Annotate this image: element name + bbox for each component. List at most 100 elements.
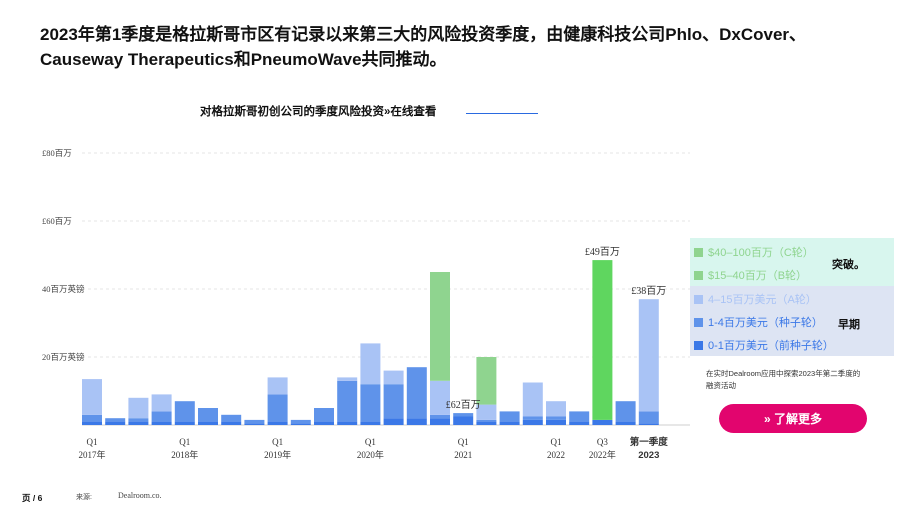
bar-segment-seed	[360, 384, 381, 422]
bar-segment-pre_seed	[151, 421, 172, 425]
bar-segment-seed	[430, 414, 450, 419]
bar-segment-seed	[105, 418, 126, 422]
bar-segment-seed	[151, 411, 172, 422]
x-tick-label-bottom: 2020年	[357, 449, 384, 460]
legend-label: $15–40百万（B轮）	[708, 270, 808, 282]
x-tick-label-bottom: 2022	[547, 450, 565, 460]
bar-segment-seed	[244, 419, 265, 424]
bar-segment-series_a	[151, 394, 172, 412]
funding-bar-chart: 20百万英镑 40百万英镑 £60百万 £80百万 £62百万 £49百万 £38百万 Q1 2…	[42, 148, 690, 461]
bar-segment-series_a	[337, 377, 358, 381]
bar-segment-pre_seed	[244, 423, 265, 425]
legend-item: 4–15百万美元（A轮）	[694, 291, 817, 307]
bar-segment-seed	[174, 401, 195, 422]
legend-item: $15–40百万（B轮）	[694, 267, 807, 283]
bar-segment-pre_seed	[337, 421, 358, 425]
legend: $40–100百万（C轮） $15–40百万（B轮） 4–15百万美元（A轮） 1-4…	[690, 238, 894, 356]
bar-segment-seed	[569, 411, 590, 422]
x-tick-label-bottom: 2018年	[171, 449, 198, 460]
legend-group-early: 早期	[838, 319, 860, 331]
bar-segment-pre_seed	[267, 421, 288, 425]
bar-segment-seed	[383, 384, 404, 419]
y-tick-label: 40百万英镑	[42, 284, 85, 294]
legend-late-stage-band	[690, 238, 894, 286]
bar-segment-seed	[453, 413, 474, 417]
legend-group-late: 突破。	[832, 259, 865, 271]
legend-item: 0-1百万美元（前种子轮）	[694, 337, 834, 353]
x-tick-label-top: Q3	[597, 437, 608, 447]
bar-segment-series_a	[546, 401, 566, 417]
bar-segment-series_a	[128, 397, 149, 419]
bar-segment-pre_seed	[383, 418, 404, 425]
headline: 2023年第1季度是格拉斯哥市区有记录以来第三大的风险投资季度，由健康科技公司P…	[40, 25, 807, 69]
x-tick-label-bottom: 2022年	[589, 449, 616, 460]
legend-swatch	[694, 294, 703, 304]
legend-swatch	[694, 317, 703, 327]
bar-segment-pre_seed	[499, 421, 520, 425]
bar-segment-pre_seed	[430, 418, 450, 425]
bar-segment-pre_seed	[592, 419, 613, 425]
bar-total-label: £38百万	[631, 285, 666, 297]
bar-segment-seed	[82, 414, 102, 422]
x-tick-label-top: 第一季度	[630, 436, 669, 448]
bar-segment-pre_seed	[174, 421, 195, 425]
bar-segment-series_b	[476, 357, 497, 405]
bar-segment-seed	[198, 408, 218, 422]
bar-segment-pre_seed	[105, 421, 126, 425]
bar-segment-seed	[615, 401, 636, 422]
bar-segment-seed	[476, 419, 497, 422]
x-tick-label-top: Q1	[365, 437, 376, 447]
bar-segment-seed	[522, 416, 543, 420]
bar-segment-pre_seed	[522, 419, 543, 425]
bar-segment-seed	[314, 408, 334, 422]
x-tick-label-top: Q1	[551, 437, 562, 447]
legend-label: 1-4百万美元（种子轮）	[708, 317, 823, 329]
bar-segment-pre_seed	[314, 421, 334, 425]
legend-swatch	[694, 247, 703, 257]
x-tick-label-bottom: 2019年	[264, 449, 291, 460]
legend-label: 0-1百万美元（前种子轮）	[708, 340, 834, 352]
bar-segment-pre_seed	[406, 418, 427, 425]
learn-more-button[interactable]: » 了解更多	[719, 404, 867, 433]
chart-subtitle-link[interactable]: 对格拉斯哥初创公司的季度风险投资»在线查看	[200, 106, 437, 118]
bar-segment-series_c	[592, 260, 613, 420]
y-tick-label: £60百万	[42, 216, 72, 226]
bar-segment-pre_seed	[453, 416, 474, 425]
legend-item: $40–100百万（C轮）	[694, 244, 814, 260]
bar-segment-pre_seed	[360, 421, 381, 425]
legend-swatch	[694, 270, 703, 280]
bar-total-label: £49百万	[585, 246, 620, 258]
x-tick-label-top: Q1	[458, 437, 469, 447]
x-tick-label-top: Q1	[87, 437, 98, 447]
bar-segment-seed	[128, 418, 149, 422]
legend-early-stage-band	[690, 286, 894, 356]
bar-segment-pre_seed	[128, 421, 149, 425]
bar-segment-seed	[499, 411, 520, 422]
source-text: Dealroom.co.	[118, 491, 162, 500]
bar-segment-series_a	[267, 377, 288, 395]
bar-segment-series_a	[522, 382, 543, 417]
bar-segment-seed	[546, 416, 566, 420]
explore-text: 在实时Dealroom应用中探索2023年第二季度的融资活动	[706, 369, 861, 390]
bar-segment-series_a	[476, 404, 497, 420]
x-tick-label-bottom: 2017年	[78, 449, 105, 460]
bar-segment-series_b	[430, 272, 450, 381]
bar-segment-pre_seed	[290, 423, 311, 425]
bar-segment-pre_seed	[638, 423, 659, 425]
bar-segment-pre_seed	[546, 419, 566, 425]
x-tick-label-bottom: 2023	[638, 450, 659, 461]
bar-segment-seed	[638, 411, 659, 424]
y-tick-label: 20百万英镑	[42, 352, 85, 362]
page-number: 页 / 6	[22, 493, 43, 503]
y-tick-label: £80百万	[42, 148, 72, 158]
legend-swatch	[694, 340, 703, 350]
x-tick-label-bottom: 2021	[454, 450, 472, 460]
bar-segment-seed	[337, 380, 358, 422]
bar-segment-seed	[406, 367, 427, 419]
bar-total-label: £62百万	[446, 399, 481, 411]
bar-segment-pre_seed	[221, 421, 242, 425]
bar-segment-pre_seed	[476, 421, 497, 425]
bar-segment-series_a	[82, 379, 102, 415]
bar-segment-seed	[267, 394, 288, 422]
bar-segment-pre_seed	[82, 421, 102, 425]
